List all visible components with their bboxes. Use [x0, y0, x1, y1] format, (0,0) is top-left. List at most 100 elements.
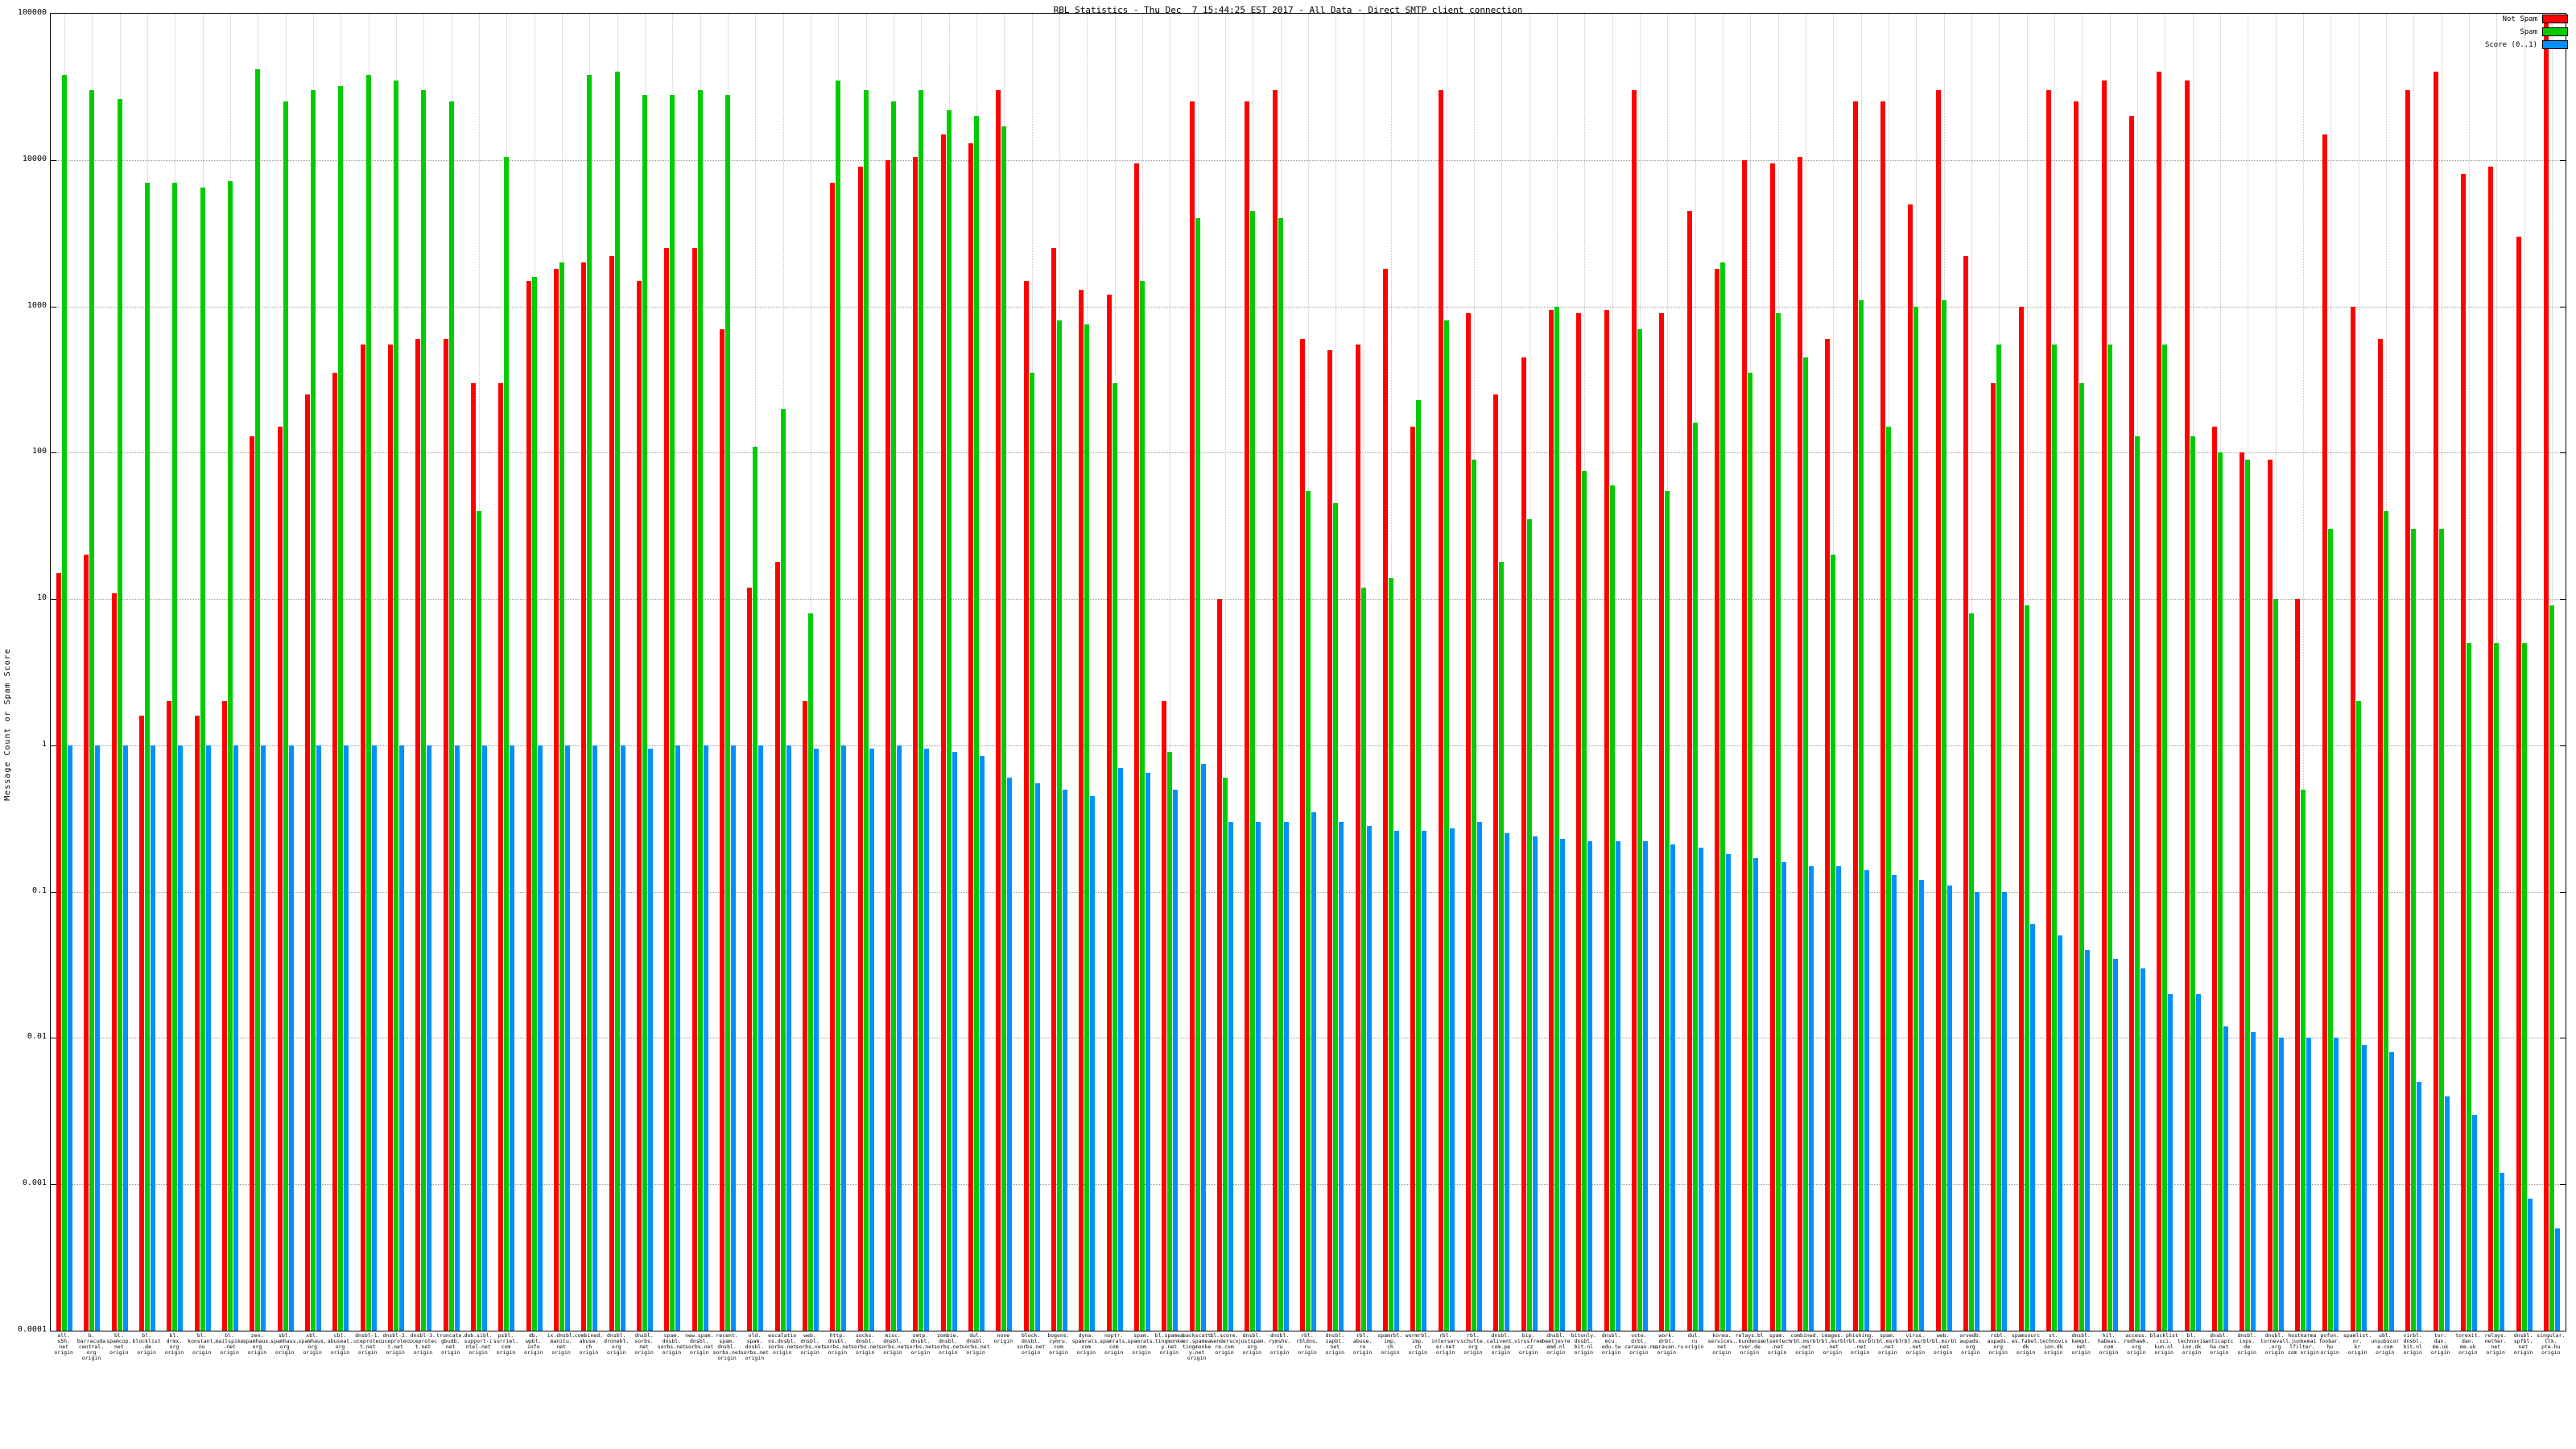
x-tick-label: dnsbl. sorbs. net origin: [630, 1333, 658, 1356]
x-tick-label-line: central.: [78, 1344, 105, 1350]
x-tick-label-line: origin: [1933, 1349, 1953, 1356]
x-tick-label-line: origin: [1518, 1349, 1538, 1356]
x-tick-label: xbl. spamhaus. org origin: [298, 1333, 327, 1356]
x-tick-label-line: .cz: [1523, 1344, 1534, 1350]
bar-score: [1339, 821, 1344, 1331]
bar-spam: [697, 90, 703, 1331]
x-tick-label: dnsbl. mcu. edu.tw origin: [1597, 1333, 1626, 1356]
x-tick-label-line: sorbs.net: [712, 1349, 741, 1356]
x-tick-label-line: origin: [2182, 1349, 2202, 1356]
not-spam-color-swatch: [2542, 14, 2568, 23]
bar-not-spam: [388, 344, 394, 1331]
x-tick-label-line: noptr.: [1104, 1332, 1124, 1339]
bar-spam: [2494, 642, 2500, 1331]
x-tick-label-line: origin: [717, 1355, 737, 1361]
bar-score: [205, 745, 211, 1331]
bar-score: [2554, 1228, 2560, 1331]
x-tick-label: combined. rbl.msrbl .net origin: [1790, 1333, 1819, 1356]
x-tick-label-line: origin: [1878, 1349, 1897, 1356]
bar-not-spam: [1631, 90, 1637, 1331]
x-tick-label-line: virus.: [1905, 1332, 1925, 1339]
x-tick-label-line: origin: [2541, 1349, 2561, 1356]
bar-not-spam: [1769, 163, 1775, 1331]
x-tick-label: spam. dnsbl. sorbs.net origin: [657, 1333, 686, 1356]
bar-score: [869, 748, 874, 1331]
x-tick-label-line: org: [1247, 1344, 1257, 1350]
bar-spam: [338, 86, 344, 1331]
x-tick-label-line: sorbs.net: [906, 1344, 935, 1350]
x-tick-label-line: origin: [1905, 1349, 1925, 1356]
x-tick-label: dnsbl. tornevall .org origin: [2260, 1333, 2289, 1356]
x-tick-label: truncate. gbudb. net origin: [436, 1333, 465, 1356]
bar-not-spam: [830, 182, 836, 1331]
bar-not-spam: [305, 394, 311, 1331]
bar-spam: [2328, 529, 2334, 1331]
x-tick-label: hostkarma .junkemai lfilter. com origin: [2288, 1333, 2319, 1356]
x-tick-label-line: dnsbl.: [938, 1338, 958, 1344]
x-tick-label-line: dyna.: [1078, 1332, 1095, 1339]
x-tick-label: orvedb. aupads. org origin: [1956, 1333, 1985, 1356]
y-tick-mark: [2560, 159, 2566, 161]
x-tick-label-line: net: [59, 1344, 69, 1350]
x-tick-label-line: bit.nl: [1574, 1344, 1594, 1350]
x-tick-label-line: origin: [1049, 1349, 1068, 1356]
bar-spam: [753, 446, 758, 1331]
y-tick-label: 0.01: [27, 1032, 47, 1042]
x-tick-label-line: dnsbl.: [662, 1338, 682, 1344]
bar-score: [1946, 886, 1952, 1331]
x-tick-label-line: caravan.ru: [1624, 1344, 1657, 1350]
score-color-swatch: [2542, 40, 2568, 49]
x-tick-label-line: net: [2076, 1344, 2087, 1350]
x-tick-label: dnsbl. beetjevre emd.nl origin: [1542, 1333, 1571, 1356]
chart-title: RBL Statistics - Thu Dec 7 15:44:25 EST …: [1053, 5, 1523, 15]
x-tick-label-line: origin: [607, 1349, 626, 1356]
bar-not-spam: [2405, 90, 2411, 1331]
x-tick-label-line: origin: [966, 1349, 985, 1356]
x-tick-label-line: beetjevre: [1542, 1338, 1571, 1344]
x-tick-label-line: cbl.: [333, 1332, 347, 1339]
bar-spam: [365, 75, 371, 1331]
x-tick-label-line: rsbl.: [1990, 1332, 2007, 1339]
x-tick-label-line: re.com: [1215, 1344, 1234, 1350]
x-tick-label-line: work.: [1658, 1332, 1675, 1339]
x-tick-label-line: origin: [579, 1349, 599, 1356]
x-tick-label-line: org: [252, 1344, 262, 1350]
x-tick-label-line: info: [526, 1344, 540, 1350]
x-tick-label-line: dnsbl.: [910, 1338, 931, 1344]
x-tick-label-line: or.: [2352, 1338, 2363, 1344]
y-tick-mark: [51, 891, 56, 893]
bar-not-spam: [1797, 156, 1802, 1331]
x-tick-label: rbl. rbldns. ru origin: [1293, 1333, 1322, 1356]
bar-spam: [2217, 452, 2223, 1331]
bar-score: [2057, 935, 2062, 1331]
bar-spam: [145, 182, 151, 1331]
x-axis-labels: all. s5h. net origin b. barracuda central. org o…: [50, 1333, 2565, 1446]
y-tick-mark: [2560, 1184, 2566, 1186]
bar-score: [980, 755, 985, 1331]
bar-score: [510, 745, 515, 1331]
bar-not-spam: [913, 156, 919, 1331]
x-tick-label-line: e.com: [2377, 1344, 2393, 1350]
x-tick-label-line: net: [114, 1344, 124, 1350]
bar-score: [1559, 838, 1565, 1331]
bar-not-spam: [443, 338, 448, 1331]
bar-not-spam: [1825, 338, 1831, 1331]
bar-not-spam: [1548, 309, 1554, 1331]
x-tick-label-line: origin: [1712, 1349, 1732, 1356]
x-tick-label-line: olsentech: [1762, 1338, 1792, 1344]
y-tick-mark: [2560, 452, 2566, 454]
bar-score: [1864, 870, 1869, 1331]
bar-not-spam: [940, 134, 946, 1331]
x-tick-label-line: origin: [2403, 1349, 2422, 1356]
x-tick-label-line: dnsbl-2.: [382, 1332, 408, 1339]
x-tick-label-line: .net: [1798, 1344, 1811, 1350]
x-tick-label-line: dnsbl.: [1491, 1332, 1511, 1339]
x-tick-label-line: origin: [1795, 1349, 1814, 1356]
x-tick-label-line: dnsbl.: [883, 1338, 902, 1344]
bar-score: [2361, 1044, 2367, 1331]
x-tick-label-line: me.uk: [2432, 1344, 2449, 1350]
x-tick-label-line: abuseat.: [327, 1338, 353, 1344]
x-tick-label-line: dnsbl.: [1574, 1338, 1594, 1344]
bar-spam: [477, 510, 482, 1331]
